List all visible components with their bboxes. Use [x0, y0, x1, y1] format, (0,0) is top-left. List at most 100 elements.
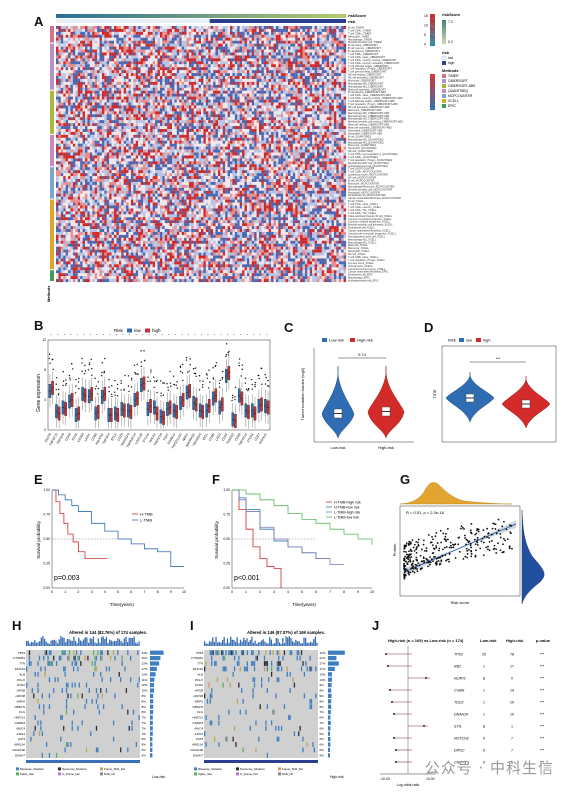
heatmap-cell: [263, 87, 267, 91]
heatmap-cell: [70, 105, 74, 109]
heatmap-cell: [128, 111, 132, 115]
heatmap-cell: [307, 137, 310, 141]
heatmap-cell: [155, 26, 158, 30]
heatmap-cell: [295, 70, 298, 74]
heatmap-cell: [278, 78, 281, 83]
heatmap-cell: [85, 102, 88, 106]
heatmap-cell: [193, 140, 197, 144]
heatmap-cell: [68, 105, 71, 109]
heatmap-cell: [242, 93, 245, 97]
heatmap-cell: [292, 102, 296, 106]
heatmap-cell: [85, 143, 88, 147]
heatmap-cell: [114, 31, 117, 35]
heatmap-cell: [302, 28, 306, 32]
heatmap-cell: [82, 67, 86, 71]
heatmap-cell: [234, 105, 238, 109]
heatmap-cell: [121, 102, 124, 106]
heatmap-cell: [217, 28, 221, 32]
heatmap-cell: [157, 108, 161, 112]
heatmap-cell: [329, 81, 332, 85]
heatmap-cell: [275, 37, 279, 41]
heatmap-cell: [254, 102, 257, 106]
heatmap-cell: [295, 87, 298, 91]
heatmap-cell: [172, 108, 175, 112]
heatmap-cell: [109, 96, 112, 100]
heatmap-cell: [162, 52, 165, 56]
heatmap-cell: [152, 28, 156, 32]
heatmap-cell: [174, 84, 177, 88]
heatmap-cell: [217, 128, 221, 133]
heatmap-cell: [114, 26, 117, 30]
heatmap-cell: [116, 120, 119, 124]
heatmap-cell: [87, 131, 90, 135]
heatmap-cell: [123, 43, 127, 47]
heatmap-cell: [138, 140, 141, 144]
riskscore-cell: [220, 14, 223, 18]
heatmap-cell: [169, 64, 173, 68]
heatmap-cell: [58, 78, 61, 83]
heatmap-cell: [256, 81, 260, 85]
heatmap-cell: [268, 126, 272, 130]
heatmap-cell: [324, 96, 327, 100]
heatmap-cell: [271, 96, 274, 100]
heatmap-cell: [338, 58, 342, 62]
heatmap-cell: [77, 28, 81, 32]
heatmap-cell: [244, 90, 248, 94]
heatmap-cell: [237, 70, 240, 74]
heatmap-cell: [213, 93, 216, 97]
heatmap-cell: [329, 76, 332, 80]
heatmap-cell: [297, 81, 301, 85]
heatmap-cell: [109, 143, 112, 147]
heatmap-cell: [217, 131, 221, 135]
heatmap-cell: [280, 96, 284, 100]
heatmap-cell: [85, 78, 88, 83]
heatmap-cell: [246, 93, 250, 97]
heatmap-cell: [181, 49, 185, 53]
heatmap-cell: [106, 61, 110, 65]
heatmap-cell: [193, 108, 197, 112]
heatmap-cell: [338, 52, 342, 56]
heatmap-cell: [244, 76, 248, 80]
heatmap-cell: [321, 40, 325, 44]
heatmap-cell: [92, 52, 95, 56]
heatmap-cell: [196, 117, 199, 121]
heatmap-cell: [169, 31, 173, 35]
heatmap-cell: [217, 140, 221, 144]
heatmap-cell: [266, 114, 269, 118]
heatmap-cell: [259, 34, 262, 38]
heatmap-cell: [63, 93, 66, 97]
heatmap-cell: [188, 28, 192, 32]
heatmap-cell: [263, 55, 267, 59]
heatmap-cell: [188, 108, 192, 112]
heatmap-cell: [266, 28, 269, 32]
heatmap-cell: [259, 114, 262, 118]
heatmap-cell: [68, 55, 71, 59]
heatmap-cell: [213, 120, 216, 124]
heatmap-cell: [251, 31, 255, 35]
heatmap-cell: [60, 78, 64, 83]
heatmap-cell: [314, 134, 318, 138]
heatmap-cell: [304, 123, 308, 127]
heatmap-cell: [147, 114, 151, 118]
heatmap-cell: [167, 131, 170, 135]
heatmap-cell: [63, 78, 66, 83]
heatmap-cell: [333, 117, 337, 121]
heatmap-cell: [145, 55, 148, 59]
heatmap-cell: [164, 99, 168, 103]
heatmap-cell: [259, 134, 262, 138]
heatmap-cell: [230, 34, 233, 38]
heatmap-cell: [184, 78, 187, 83]
heatmap-cell: [140, 64, 144, 68]
heatmap-cell: [157, 43, 161, 47]
heatmap-cell: [259, 105, 262, 109]
heatmap-cell: [288, 61, 291, 65]
heatmap-cell: [336, 128, 339, 133]
heatmap-cell: [220, 67, 223, 71]
heatmap-cell: [300, 128, 303, 133]
heatmap-cell: [145, 46, 148, 50]
heatmap-cell: [186, 46, 190, 50]
heatmap-cell: [292, 126, 296, 130]
heatmap-cell: [133, 90, 136, 94]
heatmap-cell: [317, 28, 320, 32]
heatmap-cell: [329, 26, 332, 30]
